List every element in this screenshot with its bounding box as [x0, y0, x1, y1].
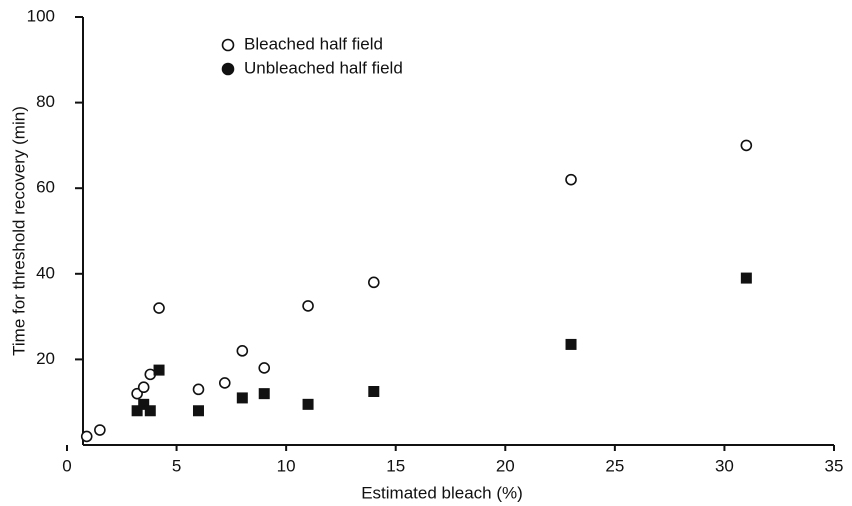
y-tick-label: 60	[36, 178, 55, 197]
data-point	[236, 345, 249, 357]
legend-marker	[221, 38, 235, 52]
data-point	[368, 386, 380, 397]
x-tick-label: 10	[277, 456, 296, 475]
data-point	[565, 173, 577, 186]
data-point	[258, 362, 271, 374]
data-point	[153, 364, 165, 376]
data-point	[192, 405, 204, 417]
x-axis-label: Estimated bleach (%)	[361, 483, 523, 502]
y-tick-label: 80	[36, 92, 55, 111]
x-tick-label: 5	[172, 456, 181, 475]
legend-label: Unbleached half field	[244, 58, 403, 77]
x-tick-label: 30	[715, 456, 734, 475]
x-tick-label: 20	[496, 456, 515, 475]
data-point	[302, 398, 314, 410]
data-point	[258, 388, 270, 400]
data-point	[94, 424, 106, 436]
data-point	[565, 338, 577, 350]
data-point	[218, 377, 231, 389]
x-tick-label: 35	[825, 456, 844, 475]
y-tick-label: 100	[27, 6, 55, 25]
data-point	[740, 139, 753, 152]
y-axis-label: Time for threshold recovery (min)	[9, 106, 28, 356]
y-tick-label: 20	[36, 349, 55, 368]
data-point	[192, 383, 205, 396]
data-point	[144, 405, 156, 417]
legend-label: Bleached half field	[244, 34, 383, 53]
y-tick-label: 40	[36, 263, 55, 282]
data-point	[367, 276, 380, 289]
data-point	[740, 272, 752, 284]
x-tick-label: 25	[605, 456, 624, 475]
legend-marker	[221, 62, 235, 76]
data-point	[302, 300, 314, 312]
data-point	[236, 392, 248, 404]
data-point	[80, 430, 93, 443]
data-point	[153, 302, 165, 314]
data-point	[131, 405, 143, 417]
x-tick-label: 0	[62, 456, 71, 475]
data-point	[138, 398, 150, 410]
x-tick-label: 15	[386, 456, 405, 475]
data-point	[137, 381, 150, 394]
